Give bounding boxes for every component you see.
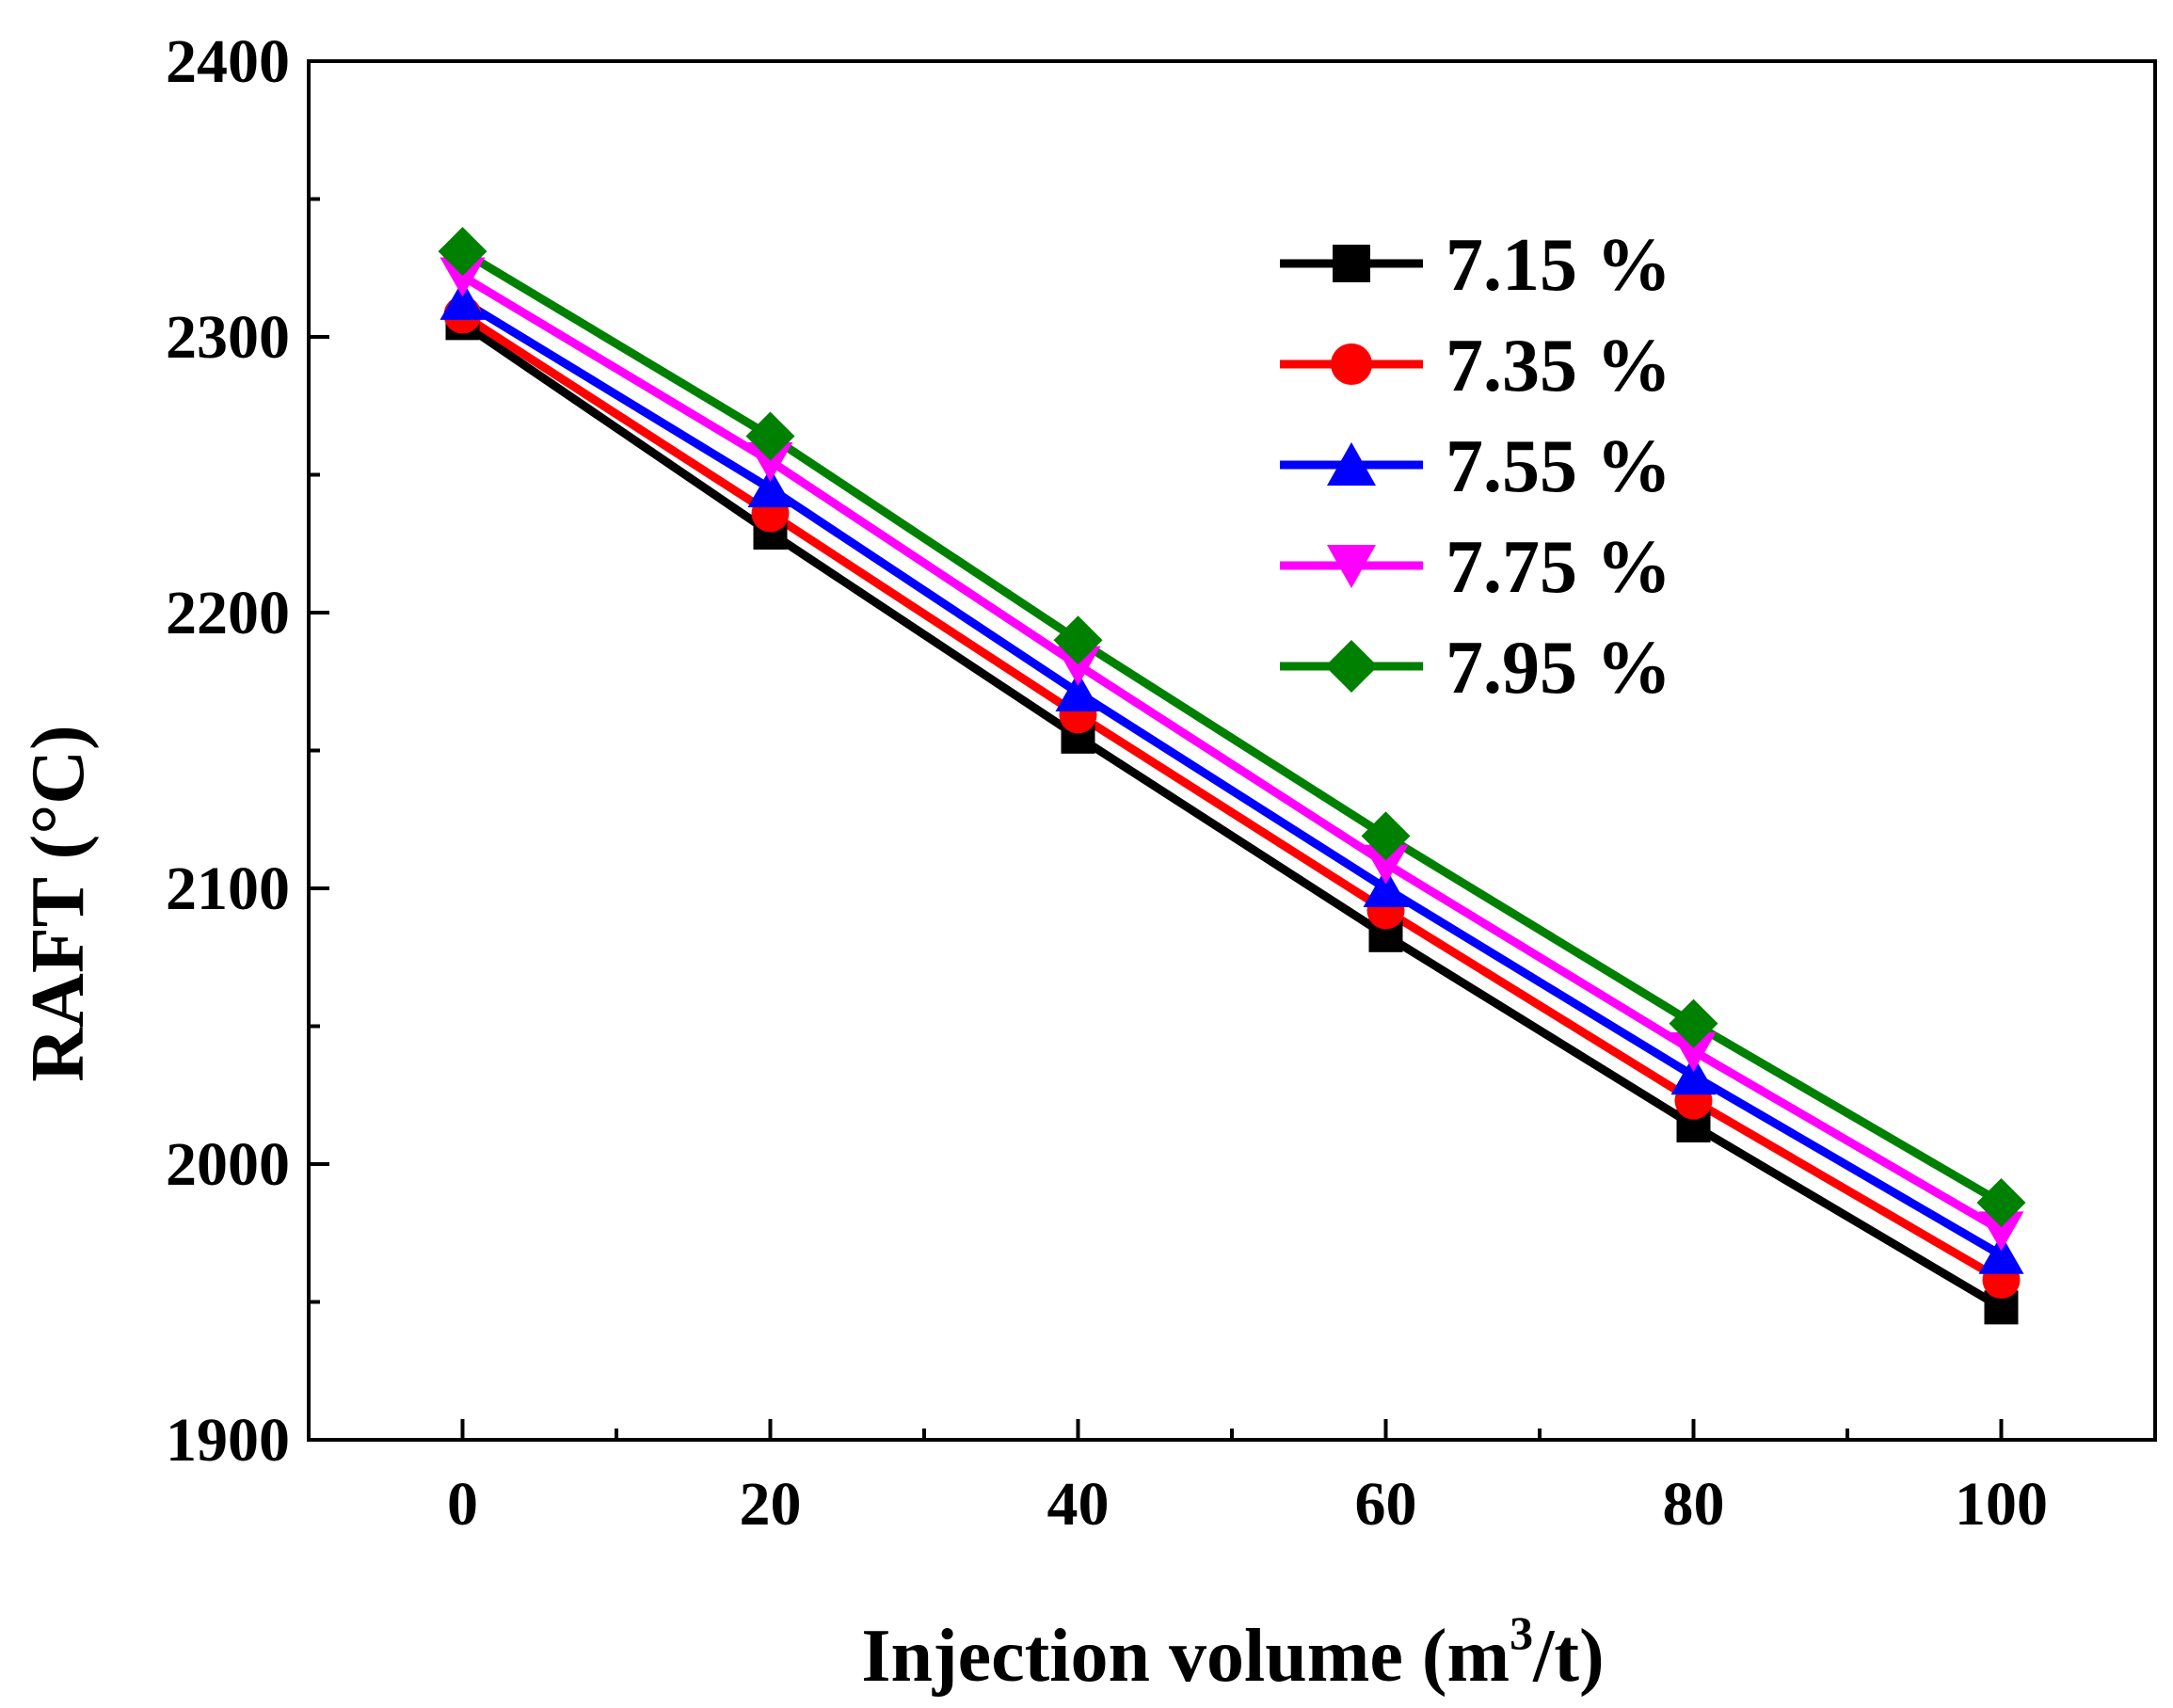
- x-axis-title: Injection volume (m3/t): [861, 1606, 1604, 1698]
- y-tick-label: 1900: [166, 1406, 290, 1475]
- legend-label: 7.35 %: [1446, 325, 1671, 407]
- legend: 7.15 % 7.35 % 7.55 % 7.75 % 7.95 %: [1280, 224, 1671, 710]
- data-point: [1055, 646, 1101, 686]
- y-tick-label: 2000: [166, 1130, 290, 1199]
- data-point: [747, 441, 793, 482]
- axis-tick-labels: 0 20 40 60 80 100 1900 2000 2100 2200 2300 2400: [166, 27, 2048, 1539]
- x-tick-label: 20: [740, 1470, 802, 1539]
- data-point: [1053, 615, 1103, 665]
- legend-label: 7.15 %: [1446, 224, 1671, 307]
- y-tick-label: 2400: [166, 27, 290, 96]
- legend-label: 7.75 %: [1446, 526, 1671, 609]
- data-point: [1670, 1055, 1717, 1095]
- data-point: [1363, 844, 1409, 885]
- data-point: [1978, 1211, 2024, 1252]
- legend-marker: [1327, 442, 1376, 486]
- y-tick-label: 2300: [166, 303, 290, 372]
- series-line: [460, 311, 2004, 1284]
- series-lines: [459, 247, 2004, 1312]
- x-tick-label: 40: [1047, 1470, 1110, 1539]
- x-axis-title-sup: 3: [1510, 1606, 1533, 1659]
- data-point: [745, 411, 795, 461]
- series-line: [460, 297, 2004, 1259]
- legend-marker: [1327, 545, 1376, 588]
- x-tick-label: 80: [1663, 1470, 1725, 1539]
- x-tick-label: 100: [1955, 1470, 2048, 1539]
- data-point: [1363, 868, 1409, 907]
- legend-label: 7.95 %: [1446, 627, 1671, 710]
- series-line: [459, 319, 2004, 1312]
- x-axis-title-tail: /t): [1532, 1615, 1605, 1698]
- x-tick-label: 0: [447, 1470, 478, 1539]
- x-tick-label: 60: [1355, 1470, 1417, 1539]
- data-point: [1670, 1031, 1717, 1072]
- series-markers: [438, 227, 2026, 1325]
- data-point: [439, 257, 486, 297]
- data-point: [747, 468, 793, 508]
- data-point: [1976, 1178, 2026, 1228]
- data-point: [438, 227, 487, 277]
- legend-marker: [1331, 343, 1372, 385]
- legend-marker: [1333, 245, 1370, 282]
- y-tick-label: 2200: [166, 579, 290, 647]
- data-point: [1361, 811, 1411, 861]
- data-point: [1055, 671, 1101, 711]
- series-line: [460, 272, 2004, 1235]
- axis-ticks: [309, 59, 2004, 1442]
- legend-label: 7.55 %: [1446, 425, 1671, 508]
- data-point: [1669, 998, 1718, 1048]
- series-line: [460, 247, 2004, 1206]
- data-point: [1978, 1234, 2024, 1274]
- data-point: [439, 279, 486, 320]
- y-axis-title: RAFT (°C): [17, 725, 100, 1081]
- y-tick-label: 2100: [166, 854, 290, 923]
- legend-marker: [1325, 640, 1378, 693]
